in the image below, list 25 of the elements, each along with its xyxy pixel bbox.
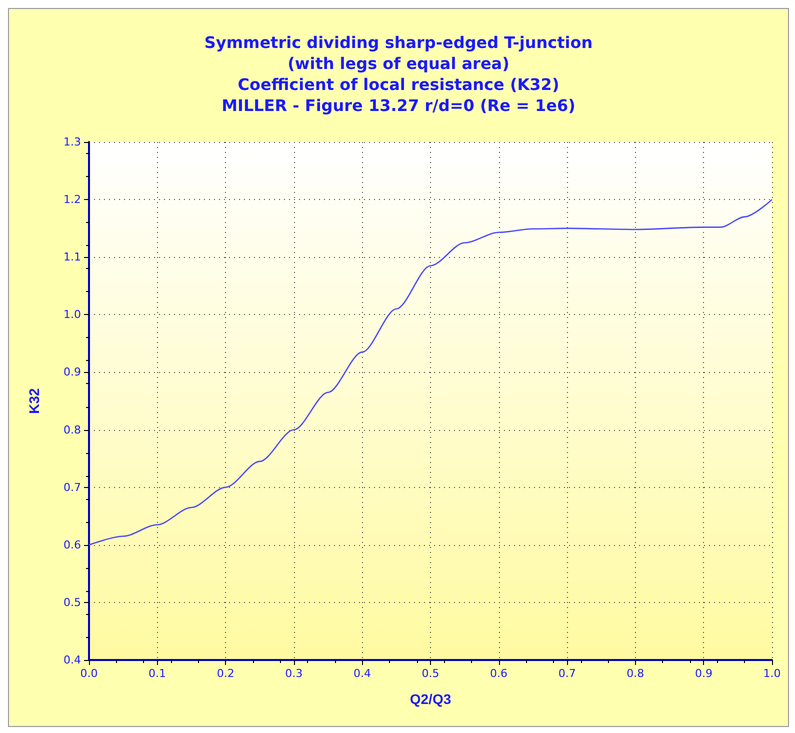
y-tick-label: 0.4	[64, 654, 81, 666]
y-tick-label: 0.9	[64, 366, 81, 379]
x-tick-label: 0.2	[216, 667, 234, 680]
y-tick-label: 0.8	[64, 423, 81, 436]
y-tick-label: 0.7	[64, 480, 81, 494]
y-tick-label: 0.5	[64, 596, 81, 609]
y-tick-label: 1.2	[64, 193, 81, 206]
line-series	[88, 198, 773, 546]
x-tick-label: 0.1	[148, 667, 166, 680]
x-tick-label: 0.7	[558, 667, 576, 680]
x-tick-label: 1.0	[763, 667, 781, 680]
x-tick-label: 0.5	[422, 667, 440, 680]
x-tick-label: 0.6	[490, 667, 508, 680]
y-tick-label: 1.3	[64, 136, 81, 148]
x-tick-label: 0.0	[80, 667, 98, 680]
chart-title: Symmetric dividing sharp-edged T-junction (with legs of equal area) Coefficient of local resistance (K32) MILLER - Figure 13.27 r/d=0 (Re = 1e6)	[204, 33, 593, 115]
x-axis-title: Q2/Q3	[410, 691, 452, 707]
y-tick-label: 1.1	[64, 250, 81, 264]
x-tick-label: 0.4	[353, 667, 371, 680]
y-tick-label: 0.6	[64, 538, 81, 552]
y-tick-label: 1.0	[64, 308, 81, 322]
x-tick-label: 0.9	[694, 667, 712, 680]
x-tick-label: 0.8	[626, 667, 644, 680]
x-tick-label: 0.3	[285, 667, 303, 680]
y-axis-title: K32	[26, 388, 42, 414]
